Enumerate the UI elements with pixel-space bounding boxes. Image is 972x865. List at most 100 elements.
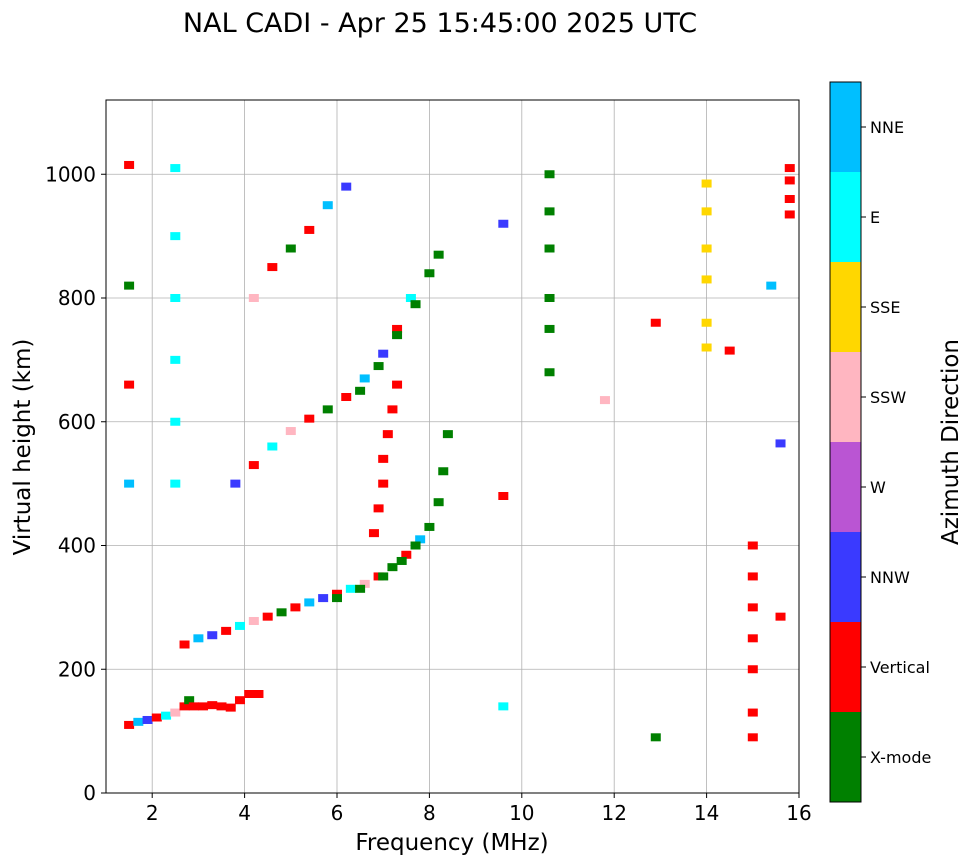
echo-point [498,702,509,711]
echo-point [267,442,278,451]
echo-point [170,294,181,302]
echo-points [124,160,795,742]
echo-point [747,634,758,643]
colorbar-tick-label: Vertical [870,658,930,677]
echo-point [184,696,195,705]
echo-point [396,556,407,565]
echo-point [410,300,421,309]
echo-point [170,708,181,717]
echo-point [747,708,758,717]
echo-point [599,396,610,405]
y-tick-label: 800 [58,286,96,310]
echo-point [248,294,259,302]
echo-point [766,281,777,290]
echo-point [170,232,181,241]
echo-point [355,386,366,395]
echo-point [378,349,389,358]
echo-point [188,702,199,711]
grid-lines [106,100,800,794]
echo-point [304,225,315,234]
echo-point [410,541,421,550]
echo-point [322,405,333,414]
x-tick-label: 12 [601,801,626,825]
echo-point [784,176,795,185]
y-tick-label: 600 [58,410,96,434]
echo-point [253,690,264,698]
echo-point [544,294,555,302]
colorbar-tick-label: X-mode [870,748,931,767]
echo-point [207,701,218,710]
echo-point [387,563,398,572]
echo-point [373,504,384,513]
echo-point [179,702,190,711]
echo-point [230,479,241,488]
y-tick-label: 200 [58,657,96,681]
echo-point [170,355,181,364]
colorbar-tick-label: W [870,478,886,497]
x-tick-label: 2 [146,801,159,825]
y-tick-label: 1000 [45,162,96,186]
echo-point [124,720,135,729]
colorbar-tick-label: SSE [870,298,900,317]
echo-point [415,535,426,544]
echo-point [170,417,181,426]
echo-point [248,616,259,625]
echo-point [142,715,153,724]
x-tick-label: 16 [786,801,811,825]
echo-point [285,427,296,436]
echo-point [267,263,278,272]
echo-point [378,572,389,581]
echo-point [544,324,555,333]
echo-point [332,594,342,603]
echo-point [747,572,758,581]
echo-point [775,612,786,621]
plot-background [106,100,799,793]
echo-point [262,612,273,621]
colorbar-segment [830,82,861,172]
x-tick-label: 4 [238,801,251,825]
echo-point [133,717,144,726]
echo-point [544,170,555,179]
x-axis-ticks: 2 4 6 8 10 12 14 16 [146,793,812,825]
echo-point [701,207,712,216]
echo-point [244,690,255,698]
colorbar: X-mode Vertical NNW W SSW SSE E NNE [829,81,931,803]
echo-point [225,703,236,712]
echo-point [161,711,172,720]
echo-point [368,529,379,538]
echo-point [359,579,370,588]
x-tick-label: 6 [331,801,344,825]
plot-frame [105,99,800,794]
echo-point [234,621,245,630]
echo-point [424,269,435,278]
y-axis-label: Virtual height (km) [10,339,36,556]
echo-point [124,160,135,169]
echo-point [378,479,389,488]
echo-point [433,250,444,259]
echo-point [544,207,555,216]
echo-point [401,550,412,559]
echo-point [378,454,389,463]
echo-point [341,393,352,401]
echo-point [318,594,329,603]
plot-area: 2 4 6 8 10 12 14 16 0 200 400 600 800 1000 [45,99,812,825]
echo-point [701,244,712,253]
echo-point [382,430,393,439]
echo-point [355,584,366,593]
echo-point [221,626,232,635]
echo-point [724,346,735,355]
echo-point [359,374,370,383]
echo-point [124,281,135,290]
colorbar-frame [829,81,862,803]
colorbar-segment [830,172,861,262]
echo-point [498,492,509,500]
echo-point [784,210,795,219]
echo-point [784,195,795,203]
colorbar-segment [830,712,861,802]
echo-point [498,219,509,228]
echo-point [193,634,204,643]
chart-title: NAL CADI - Apr 25 15:45:00 2025 UTC [183,8,697,39]
echo-point [747,733,758,742]
echo-point [392,380,403,389]
